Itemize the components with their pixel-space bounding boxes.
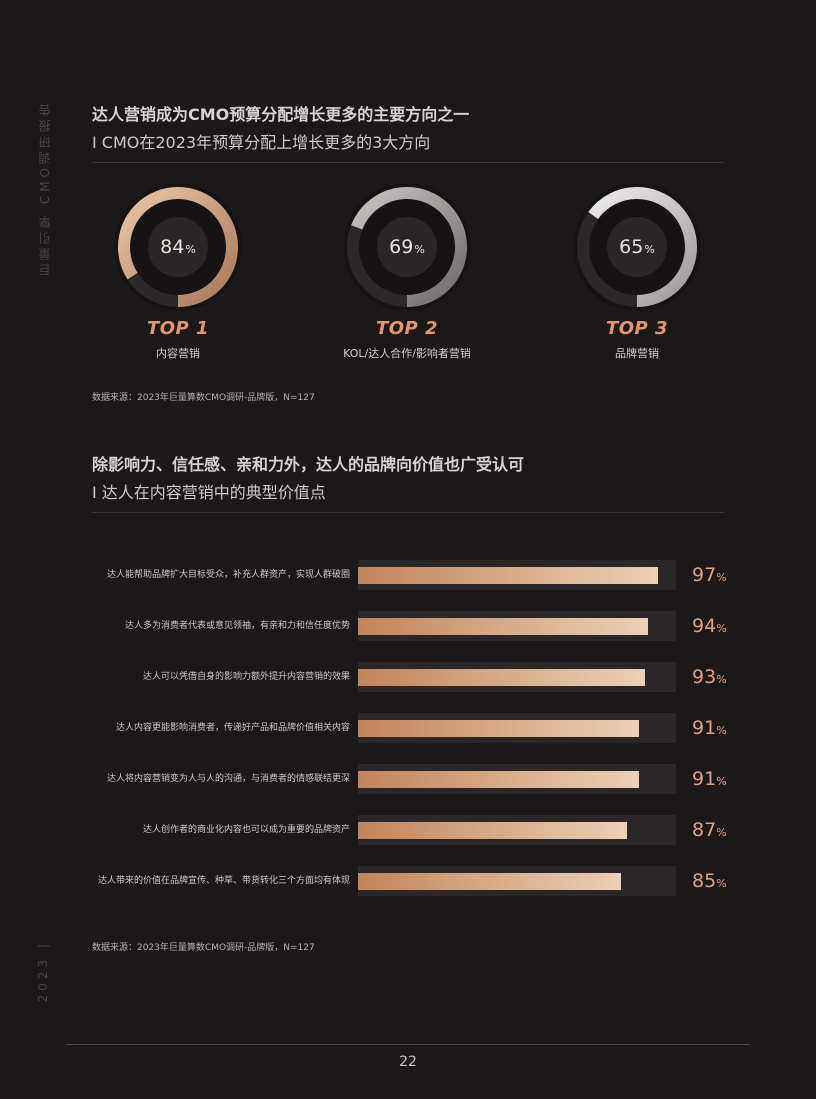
bar-value: 97: [692, 564, 717, 586]
bar-row: 达人能帮助品牌扩大目标受众，补充人群资产，实现人群破圈 97%: [80, 560, 740, 611]
bar-fill: [358, 618, 649, 635]
bar-row: 达人可以凭借自身的影响力额外提升内容营销的效果 93%: [80, 662, 740, 713]
donut-value: 65: [619, 236, 644, 258]
value-bar-chart: 达人能帮助品牌扩大目标受众，补充人群资产，实现人群破圈 97% 达人多为消费者代表或…: [80, 560, 740, 917]
bar-fill: [358, 567, 658, 584]
bar-row: 达人带来的价值在品牌宣传、种草、带货转化三个方面均有体现 85%: [80, 866, 740, 917]
donut-rank-label: TOP 1: [146, 318, 210, 339]
bar-value-label: 91%: [692, 713, 727, 743]
section1-title: 达人营销成为CMO预算分配增长更多的主要方向之一: [92, 105, 470, 124]
donut-rank-label: TOP 3: [605, 318, 669, 339]
bar-category-label: 达人将内容营销变为人与人的沟通，与消费者的情感联结更深: [106, 774, 350, 784]
donut-ring-2: [344, 184, 470, 310]
bar-fill: [358, 771, 640, 788]
donut-value: 69: [389, 236, 414, 258]
side-year-text: 2023 |: [36, 940, 50, 1003]
donut-ring-3: [574, 184, 700, 310]
section2-title: 除影响力、信任感、亲和力外，达人的品牌向价值也广受认可: [92, 455, 525, 474]
bar-unit: %: [716, 622, 727, 635]
donut-category-label: 内容营销: [156, 347, 200, 360]
bar-unit: %: [716, 724, 727, 737]
footer-divider: [66, 1044, 750, 1045]
section-value-points: 除影响力、信任感、亲和力外，达人的品牌向价值也广受认可 I 达人在内容营销中的典…: [92, 454, 724, 513]
donut-category-label: 品牌营销: [615, 347, 659, 360]
bar-value-label: 87%: [692, 815, 727, 845]
donut-value-arc: [118, 187, 238, 307]
donut-unit: %: [185, 243, 196, 256]
bar-value-label: 94%: [692, 611, 727, 641]
donut-value-arc: [347, 187, 467, 307]
section2-divider: [92, 512, 724, 513]
bar-row: 达人创作者的商业化内容也可以成为重要的品牌资产 87%: [80, 815, 740, 866]
donut-ring-1: [115, 184, 241, 310]
donut-unit: %: [414, 243, 425, 256]
side-brand-text: 巨量引擎 CMO调研报告: [38, 100, 52, 276]
bar-category-label: 达人可以凭借自身的影响力额外提升内容营销的效果: [142, 672, 350, 682]
bar-unit: %: [716, 673, 727, 686]
bar-row: 达人将内容营销变为人与人的沟通，与消费者的情感联结更深 91%: [80, 764, 740, 815]
bar-row: 达人多为消费者代表或意见领袖，有亲和力和信任度优势 94%: [80, 611, 740, 662]
bar-value: 93: [692, 666, 717, 688]
bar-unit: %: [716, 571, 727, 584]
bar-value-label: 93%: [692, 662, 727, 692]
bar-value-label: 97%: [692, 560, 727, 590]
donut-value: 84: [160, 236, 185, 258]
donut-category-label: KOL/达人合作/影响者营销: [343, 347, 471, 360]
bar-track: [358, 866, 676, 896]
donut-unit: %: [644, 243, 655, 256]
donut-center-label: 84%: [113, 184, 243, 310]
bar-value-label: 91%: [692, 764, 727, 794]
bar-unit: %: [716, 775, 727, 788]
bar-fill: [358, 873, 621, 890]
section2-subtitle: I 达人在内容营销中的典型价值点: [92, 483, 326, 502]
section1-divider: [92, 162, 724, 163]
section1-subtitle: I CMO在2023年预算分配上增长更多的3大方向: [92, 133, 431, 152]
bar-track: [358, 662, 676, 692]
bar-unit: %: [716, 877, 727, 890]
donut-rank-label: TOP 2: [375, 318, 439, 339]
bar-unit: %: [716, 826, 727, 839]
donut-inner: [377, 217, 437, 277]
bar-fill: [358, 669, 646, 686]
bar-fill: [358, 822, 627, 839]
section2-source: 数据来源：2023年巨量算数CMO调研-品牌版，N=127: [92, 943, 315, 953]
section1-source: 数据来源：2023年巨量算数CMO调研-品牌版，N=127: [92, 393, 315, 403]
bar-value: 91: [692, 717, 717, 739]
section-budget-directions: 达人营销成为CMO预算分配增长更多的主要方向之一 I CMO在2023年预算分配…: [92, 104, 724, 163]
bar-value: 91: [692, 768, 717, 790]
donut-center-label: 65%: [572, 184, 702, 310]
bar-category-label: 达人内容更能影响消费者，传递好产品和品牌价值相关内容: [115, 723, 350, 733]
donut-item-3: 65% TOP 3 品牌营销: [572, 184, 702, 361]
bar-track: [358, 764, 676, 794]
bar-category-label: 达人多为消费者代表或意见领袖，有亲和力和信任度优势: [124, 621, 350, 631]
page-number: 22: [399, 1054, 417, 1070]
bar-category-label: 达人带来的价值在品牌宣传、种草、带货转化三个方面均有体现: [97, 876, 350, 886]
bar-value-label: 85%: [692, 866, 727, 896]
bar-row: 达人内容更能影响消费者，传递好产品和品牌价值相关内容 91%: [80, 713, 740, 764]
donut-inner: [607, 217, 667, 277]
bar-track: [358, 611, 676, 641]
bar-track: [358, 713, 676, 743]
bar-track: [358, 560, 676, 590]
donut-value-arc: [577, 187, 697, 307]
donut-inner: [148, 217, 208, 277]
bar-category-label: 达人能帮助品牌扩大目标受众，补充人群资产，实现人群破圈: [106, 570, 350, 580]
bar-category-label: 达人创作者的商业化内容也可以成为重要的品牌资产: [142, 825, 350, 835]
donut-item-1: 84% TOP 1 内容营销: [113, 184, 243, 361]
bar-track: [358, 815, 676, 845]
bar-value: 85: [692, 870, 717, 892]
bar-fill: [358, 720, 640, 737]
donut-item-2: 69% TOP 2 KOL/达人合作/影响者营销: [342, 184, 472, 361]
bar-value: 94: [692, 615, 717, 637]
bar-value: 87: [692, 819, 717, 841]
donut-center-label: 69%: [342, 184, 472, 310]
